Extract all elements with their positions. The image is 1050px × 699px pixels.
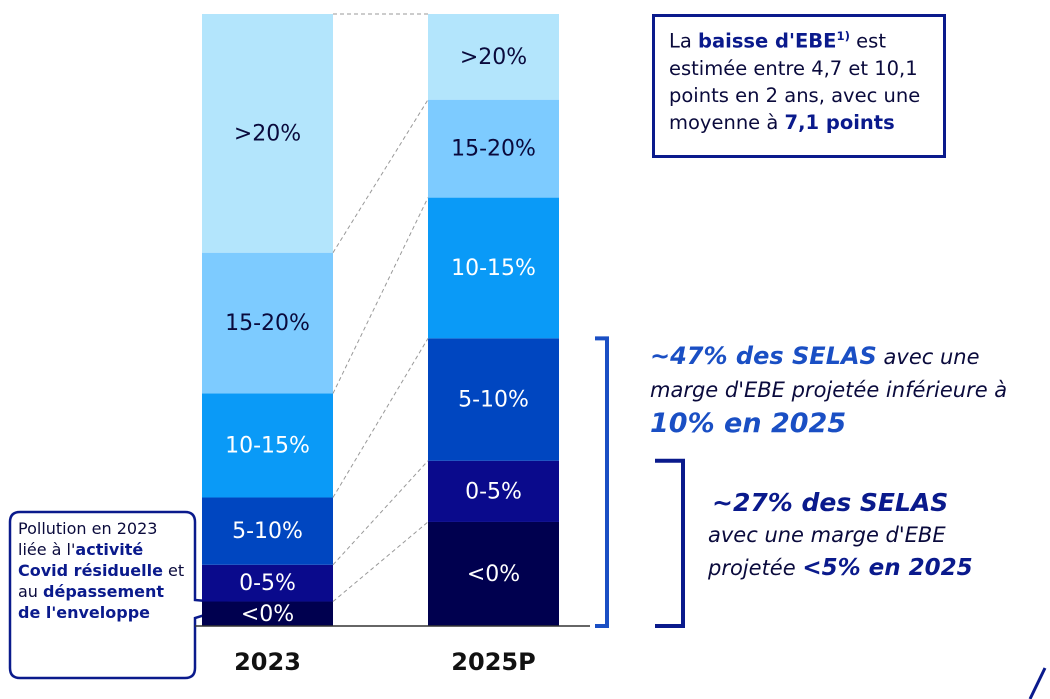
bar-segment xyxy=(428,460,559,522)
annotation-below-10: ~47% des SELAS avec une marge d'EBE proj… xyxy=(650,340,1045,442)
x-tick-label: 2025P xyxy=(451,648,535,676)
connector xyxy=(332,338,429,498)
annotation-part: avec une marge d'EBE projetée inférieure… xyxy=(650,345,1008,402)
bar-segment xyxy=(202,252,333,394)
segment-label: >20% xyxy=(234,121,301,146)
annotation-part: La xyxy=(669,29,699,53)
corner-stroke xyxy=(1028,667,1047,699)
segment-label: 5-10% xyxy=(232,519,303,544)
annotation-part: activité Covid résiduelle xyxy=(18,540,163,580)
connector xyxy=(332,460,429,566)
bar-segment xyxy=(428,197,559,339)
bar-segment xyxy=(202,14,333,253)
bracket-below-10 xyxy=(595,336,609,628)
segment-label: 5-10% xyxy=(458,388,529,413)
annotation-part: 10% en 2025 xyxy=(650,408,847,439)
annotation-part: baisse d'EBE xyxy=(698,29,837,53)
annotation-below-5: ~27% des SELAS avec une marge d'EBE proj… xyxy=(708,486,1038,585)
segment-label: <0% xyxy=(467,562,520,587)
connector xyxy=(332,521,429,602)
annotation-part: Pollution en 2023 liée à l' xyxy=(18,519,158,559)
bar-segment xyxy=(202,497,333,565)
callout-bubble xyxy=(8,510,241,680)
segment-label: 10-15% xyxy=(225,433,310,458)
annotation-part: dépassement de l'enveloppe xyxy=(18,582,165,622)
annotation-part: ~47% des SELAS xyxy=(650,342,877,370)
bar-segment xyxy=(428,99,559,198)
bar-segment xyxy=(202,564,333,602)
annotation-part: est estimée entre 4,7 et 10,1 points en … xyxy=(669,29,921,134)
annotation-part: <5% en 2025 xyxy=(802,555,973,581)
bar-segment xyxy=(202,601,333,626)
bar-segment xyxy=(202,393,333,498)
bar-segment xyxy=(428,14,559,100)
segment-label: 0-5% xyxy=(239,571,296,596)
connector xyxy=(332,99,429,253)
callout-text: Pollution en 2023 liée à l'activité Covi… xyxy=(18,518,190,623)
segment-label: 10-15% xyxy=(451,256,536,281)
connector xyxy=(332,197,429,394)
segment-label: 0-5% xyxy=(465,479,522,504)
bar-segment xyxy=(428,338,559,461)
annotation-part: 1) xyxy=(836,29,850,43)
bracket-below-5 xyxy=(655,458,685,628)
x-tick-label: 2023 xyxy=(234,648,301,676)
segment-label: >20% xyxy=(460,45,527,70)
annotation-part: et au xyxy=(18,561,185,601)
annotation-part: avec une marge d'EBE projetée xyxy=(708,523,946,580)
segment-label: <0% xyxy=(241,602,294,627)
segment-label: 15-20% xyxy=(451,137,536,162)
segment-label: 15-20% xyxy=(225,311,310,336)
annotation-part: ~27% des SELAS xyxy=(712,488,949,517)
ebe-box: La baisse d'EBE1) est estimée entre 4,7 … xyxy=(652,14,946,158)
annotation-part: 7,1 points xyxy=(784,110,895,134)
bar-segment xyxy=(428,521,559,626)
